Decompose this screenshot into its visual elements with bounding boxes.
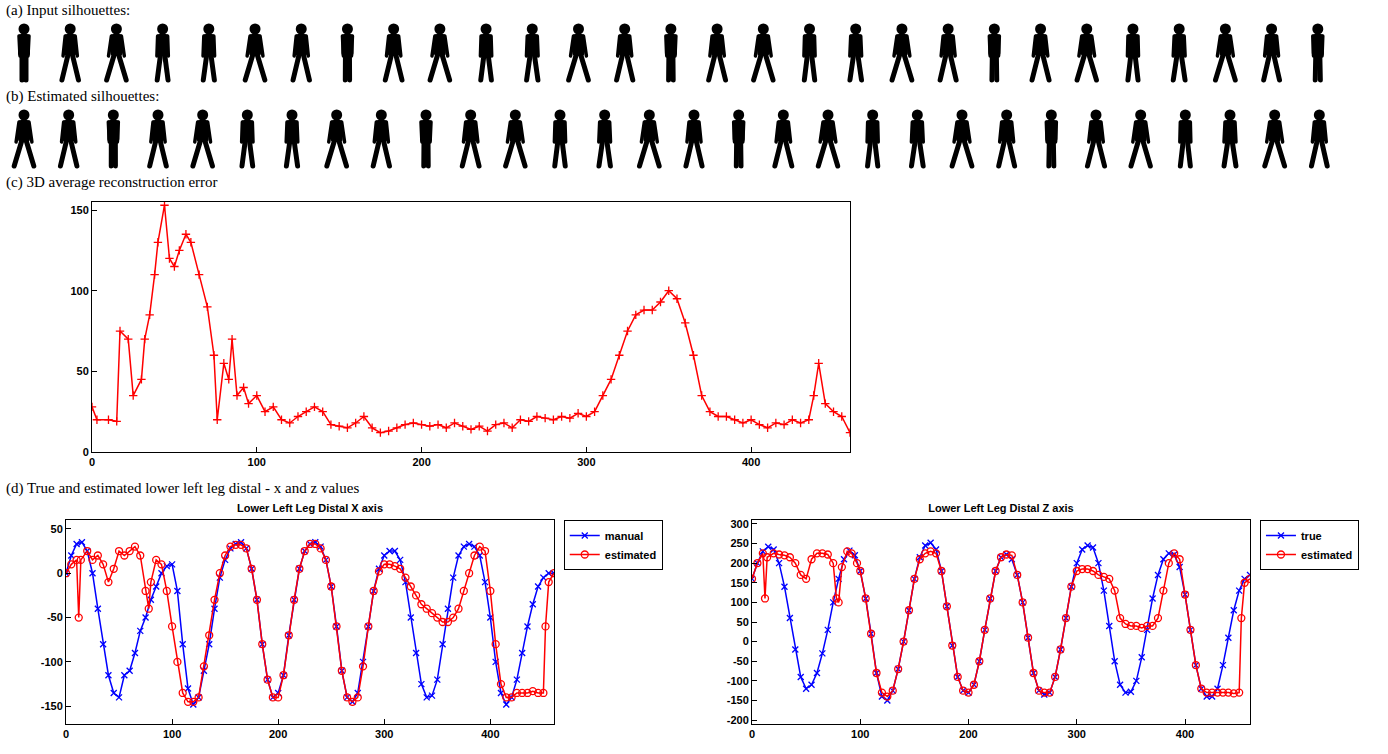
svg-text:0: 0 — [743, 635, 749, 647]
svg-text:100: 100 — [730, 596, 748, 608]
svg-text:100: 100 — [70, 285, 88, 297]
svg-text:200: 200 — [269, 728, 287, 740]
svg-text:150: 150 — [730, 577, 748, 589]
svg-text:50: 50 — [77, 365, 89, 377]
svg-text:250: 250 — [730, 537, 748, 549]
html-text:(b) Estimated silhouettes:: (b) Estimated silhouettes: — [6, 88, 160, 104]
svg-text:0: 0 — [63, 728, 69, 740]
svg-text:50: 50 — [51, 523, 63, 535]
svg-text:100: 100 — [851, 728, 869, 740]
svg-text:100: 100 — [248, 456, 266, 468]
svg-text:300: 300 — [730, 518, 748, 530]
svg-text:estimated: estimated — [605, 549, 656, 561]
svg-text:400: 400 — [742, 456, 760, 468]
svg-text:-100: -100 — [727, 675, 749, 687]
svg-text:400: 400 — [481, 728, 499, 740]
svg-text:50: 50 — [737, 616, 749, 628]
svg-text:300: 300 — [375, 728, 393, 740]
svg-text:200: 200 — [412, 456, 430, 468]
svg-text:0: 0 — [57, 567, 63, 579]
svg-text:-200: -200 — [727, 714, 749, 726]
svg-text:200: 200 — [730, 557, 748, 569]
svg-text:0: 0 — [89, 456, 95, 468]
svg-text:-100: -100 — [41, 656, 63, 668]
html-text:(c) 3D average reconstruction: (c) 3D average reconstruction error — [6, 174, 218, 190]
svg-text:100: 100 — [163, 728, 181, 740]
svg-text:300: 300 — [577, 456, 595, 468]
svg-text:0: 0 — [83, 446, 89, 458]
svg-text:150: 150 — [70, 204, 88, 216]
html-text:(a) Input silhouettes:: (a) Input silhouettes: — [6, 2, 131, 18]
svg-text:-50: -50 — [47, 611, 63, 623]
svg-text:0: 0 — [749, 728, 755, 740]
svg-text:400: 400 — [1176, 728, 1194, 740]
svg-text:Lower Left Leg Distal X axis: Lower Left Leg Distal X axis — [237, 502, 383, 514]
html-text:(d) True and estimated lower l: (d) True and estimated lower left leg di… — [6, 480, 360, 496]
svg-text:Lower Left Leg Distal Z axis: Lower Left Leg Distal Z axis — [928, 502, 1073, 514]
svg-text:estimated: estimated — [1301, 549, 1352, 561]
svg-text:300: 300 — [1068, 728, 1086, 740]
svg-text:-150: -150 — [727, 694, 749, 706]
svg-text:-50: -50 — [733, 655, 749, 667]
svg-text:200: 200 — [959, 728, 977, 740]
svg-text:true: true — [1301, 530, 1322, 542]
svg-text:-150: -150 — [41, 700, 63, 712]
svg-text:manual: manual — [605, 530, 644, 542]
